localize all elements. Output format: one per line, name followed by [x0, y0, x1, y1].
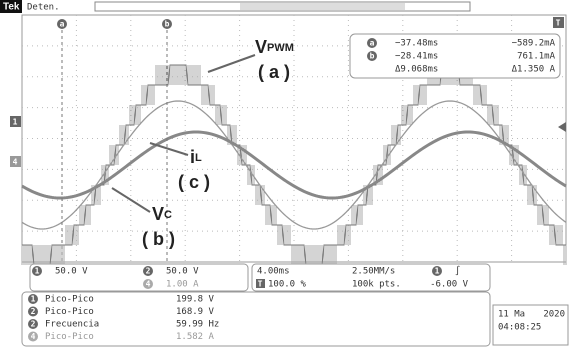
channel-scale: 50.0 V: [55, 267, 88, 277]
trigger-level: -6.00 V: [430, 280, 469, 290]
ch1-marker-label: 1: [13, 118, 18, 127]
ch4-marker-label: 4: [13, 158, 18, 167]
record-window: [240, 3, 405, 10]
measurement-value: 1.582 A: [176, 332, 215, 342]
trigger-pos-marker: T: [258, 280, 263, 289]
readout-b-label: b: [370, 52, 375, 61]
time: 04:08:25: [498, 323, 541, 333]
year: 2020: [543, 310, 565, 320]
label-main: V: [255, 37, 267, 57]
measurement-name: Pico-Pico: [45, 307, 94, 317]
label-main: V: [152, 204, 164, 224]
channel-scale: 1.00 A: [166, 280, 199, 290]
tag-a: ( a ): [258, 62, 290, 82]
label-sub: C: [164, 209, 172, 221]
channel-id: 1: [35, 267, 40, 276]
trigger-pos: 100.0 %: [268, 280, 307, 290]
channel-id: 2: [146, 267, 151, 276]
sample-rate: 2.50MM/s: [352, 267, 395, 277]
trigger-channel: 1: [435, 267, 440, 276]
label-sub: PWM: [267, 42, 294, 54]
measurement-channel: 1: [31, 295, 36, 304]
b-value: 761.1mA: [517, 52, 556, 62]
label-sub: L: [195, 152, 202, 164]
brand: Tek: [3, 2, 20, 13]
measurement-value: 199.8 V: [176, 295, 215, 305]
record-length: 100k pts.: [352, 280, 401, 290]
channel-id: 4: [146, 280, 151, 289]
readout-a-label: a: [370, 39, 375, 48]
trigger-slope: ∫: [455, 266, 460, 277]
measurement-channel: 2: [31, 320, 36, 329]
cursor-a-label: a: [60, 20, 65, 29]
measurement-channel: 4: [31, 332, 36, 341]
cursor-b-label: b: [165, 20, 170, 29]
measurement-channel: 2: [31, 307, 36, 316]
measurement-value: 59.99 Hz: [176, 320, 219, 330]
date: 11 Ma: [498, 310, 525, 320]
trigger-marker-label: T: [556, 19, 561, 28]
delta-value: Δ1.350 A: [512, 65, 556, 75]
measurement-value: 168.9 V: [176, 307, 215, 317]
a-time: −37.48ms: [395, 39, 438, 49]
oscilloscope-screen: Tek Deten. a b 1 4 T a −37.48ms −589.2mA…: [0, 0, 570, 348]
measurement-name: Pico-Pico: [45, 295, 94, 305]
a-value: −589.2mA: [512, 39, 556, 49]
b-time: −28.41ms: [395, 52, 438, 62]
horizontal-scale: 4.00ms: [257, 267, 290, 277]
tag-c: ( c ): [178, 172, 210, 192]
measurement-name: Frecuencia: [45, 320, 99, 330]
status: Deten.: [27, 3, 60, 13]
measurement-name: Pico-Pico: [45, 332, 94, 342]
delta-time: Δ9.068ms: [395, 65, 438, 75]
channel-scale: 50.0 V: [166, 267, 199, 277]
tag-b: ( b ): [142, 229, 175, 249]
